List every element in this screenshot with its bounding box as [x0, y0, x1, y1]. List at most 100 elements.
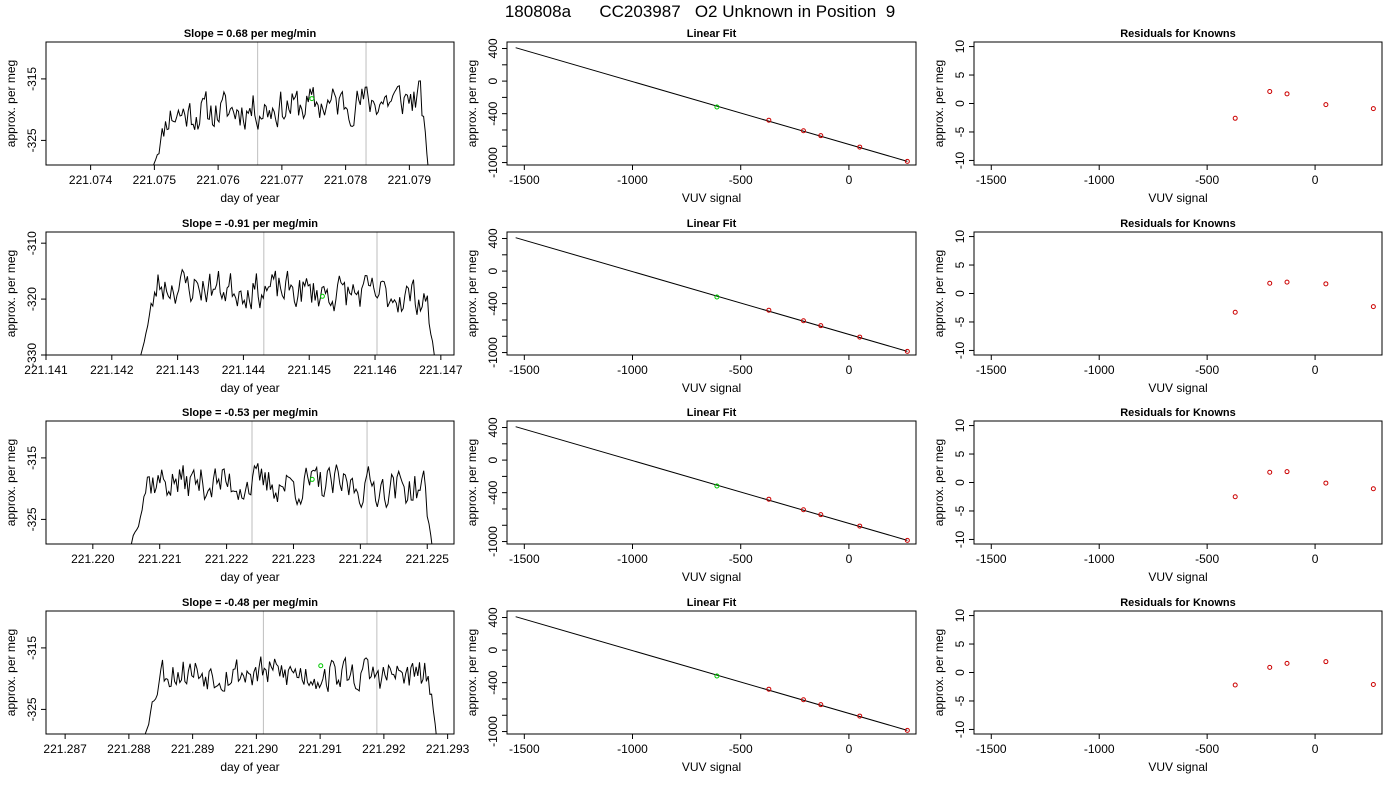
y-tick-label: -315	[25, 446, 39, 470]
known-standard-point	[800, 318, 806, 324]
x-axis-label: day of year	[220, 381, 279, 395]
x-tick-label: -500	[729, 173, 753, 187]
y-tick-label: 5	[953, 640, 967, 647]
unknown-average-point	[319, 293, 325, 299]
panel-data	[1232, 89, 1376, 121]
figure-title: 180808a CC203987 O2 Unknown in Position …	[504, 2, 896, 21]
x-tick-label: 221.287	[43, 742, 87, 756]
panel-fit-row-3: Linear Fit VUV signal approx. per meg -1500…	[465, 407, 917, 584]
x-tick-label: 221.077	[260, 173, 304, 187]
x-tick-label: 221.075	[133, 173, 177, 187]
residual-point	[1323, 659, 1329, 665]
known-standard-point	[800, 128, 806, 134]
y-tick-label: -5	[953, 505, 967, 516]
y-tick-label: 0	[953, 669, 967, 676]
panel-timeseries-row-4: Slope = -0.48 per meg/min day of year appr…	[4, 597, 470, 774]
y-tick-label: -400	[486, 670, 500, 694]
y-tick-label: 400	[486, 607, 500, 627]
x-tick-label: -1500	[509, 552, 540, 566]
panel-data	[515, 616, 910, 733]
known-standard-point	[818, 323, 824, 329]
y-tick-label: -1000	[486, 337, 500, 368]
x-axis-label: VUV signal	[1148, 381, 1207, 395]
x-axis-label: VUV signal	[682, 381, 741, 395]
time-series-line	[130, 463, 433, 544]
y-axis-label: approx. per meg	[465, 250, 479, 337]
y-tick-label: -315	[25, 636, 39, 660]
y-axis-label: approx. per meg	[465, 439, 479, 526]
panel-title: Linear Fit	[687, 597, 737, 609]
residual-point	[1370, 106, 1376, 112]
known-standard-point	[904, 348, 910, 354]
x-tick-label: -500	[729, 552, 753, 566]
y-tick-label: -1000	[486, 147, 500, 178]
x-tick-label: -1000	[1084, 552, 1115, 566]
residual-point	[1232, 494, 1238, 500]
panel-data	[153, 42, 429, 165]
known-standard-point	[818, 512, 824, 518]
x-tick-label: 221.291	[298, 742, 342, 756]
y-tick-label: 0	[486, 646, 500, 653]
y-tick-label: 400	[486, 228, 500, 248]
x-axis-label: VUV signal	[1148, 570, 1207, 584]
y-tick-label: -325	[25, 507, 39, 531]
fit-line	[515, 426, 908, 541]
known-standard-point	[766, 307, 772, 313]
known-standard-point	[857, 713, 863, 719]
x-axis-label: VUV signal	[1148, 191, 1207, 205]
known-standard-point	[800, 507, 806, 513]
x-tick-label: 0	[1312, 363, 1319, 377]
x-tick-label: -1500	[509, 363, 540, 377]
panel-residuals-row-3: Residuals for Knowns VUV signal approx. pe…	[932, 407, 1383, 584]
known-standard-point	[800, 697, 806, 703]
y-tick-label: -5	[953, 316, 967, 327]
y-axis-label: approx. per meg	[465, 629, 479, 716]
x-tick-label: 221.145	[288, 363, 332, 377]
y-axis-label: approx. per meg	[932, 629, 946, 716]
y-tick-label: 0	[486, 267, 500, 274]
x-tick-label: 0	[846, 742, 853, 756]
x-tick-label: -1500	[976, 552, 1007, 566]
x-axis-label: day of year	[220, 570, 279, 584]
x-axis-label: VUV signal	[1148, 760, 1207, 774]
fit-line	[515, 616, 908, 731]
unknown-point	[714, 294, 720, 300]
y-tick-label: -315	[25, 67, 39, 91]
plot-frame	[45, 41, 455, 166]
x-axis-label: day of year	[220, 760, 279, 774]
residual-point	[1370, 486, 1376, 492]
x-tick-label: 0	[1312, 742, 1319, 756]
panel-data	[515, 47, 910, 164]
panel-timeseries-row-3: Slope = -0.53 per meg/min day of year appr…	[4, 407, 455, 584]
y-tick-label: -400	[486, 480, 500, 504]
x-tick-label: -500	[1195, 363, 1219, 377]
plot-frame	[973, 610, 1383, 735]
unknown-point	[714, 483, 720, 489]
y-axis-label: approx. per meg	[932, 60, 946, 147]
known-standard-point	[766, 686, 772, 692]
y-tick-label: 10	[953, 230, 967, 244]
y-tick-label: 10	[953, 609, 967, 623]
panel-title: Residuals for Knowns	[1120, 28, 1236, 40]
x-tick-label: 221.074	[69, 173, 113, 187]
panel-fit-row-2: Linear Fit VUV signal approx. per meg -1500…	[465, 218, 917, 395]
x-tick-label: -1000	[617, 742, 648, 756]
y-tick-label: -325	[25, 697, 39, 721]
known-standard-point	[857, 523, 863, 529]
x-tick-label: -1000	[617, 552, 648, 566]
y-tick-label: 0	[486, 77, 500, 84]
x-tick-label: 0	[1312, 552, 1319, 566]
x-tick-label: -1500	[509, 173, 540, 187]
residual-point	[1284, 91, 1290, 97]
known-standard-point	[857, 334, 863, 340]
panel-residuals-row-4: Residuals for Knowns VUV signal approx. pe…	[932, 597, 1383, 774]
y-tick-label: -400	[486, 101, 500, 125]
panel-timeseries-row-2: Slope = -0.91 per meg/min day of year appr…	[4, 218, 463, 395]
x-tick-label: 221.146	[353, 363, 397, 377]
fit-line	[515, 237, 908, 352]
known-standard-point	[904, 158, 910, 164]
panel-title: Slope = 0.68 per meg/min	[184, 28, 317, 40]
panel-title: Linear Fit	[687, 407, 737, 419]
x-axis-label: VUV signal	[682, 570, 741, 584]
